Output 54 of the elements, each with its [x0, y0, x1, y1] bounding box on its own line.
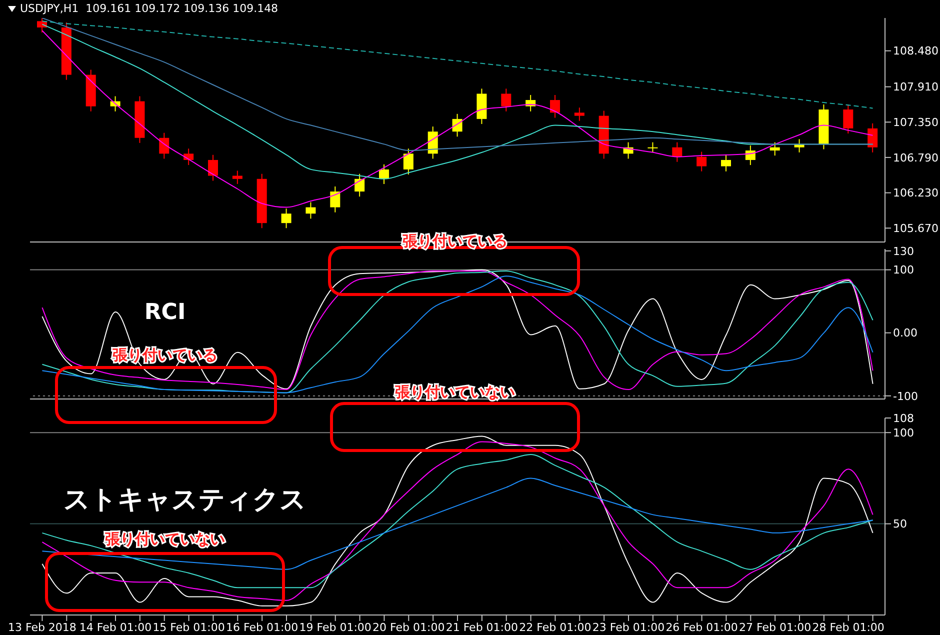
- candlestick: [501, 88, 512, 112]
- chart-title: USDJPY,H1 109.161 109.172 109.136 109.148: [20, 2, 278, 15]
- candlestick: [770, 142, 780, 156]
- candlestick: [208, 154, 218, 182]
- candlestick: [868, 122, 878, 153]
- y-tick-label: 105.670: [893, 222, 938, 236]
- candlestick: [281, 208, 292, 229]
- candlestick: [648, 142, 658, 153]
- x-tick-label: 14 Feb 01:00: [79, 620, 152, 634]
- candlestick: [428, 126, 438, 160]
- candlestick: [379, 164, 389, 184]
- candlestick: [403, 148, 414, 175]
- line-series: [42, 478, 874, 570]
- y-tick-label: -100: [893, 390, 918, 403]
- y-tick-label: 0.00: [893, 326, 918, 340]
- y-tick-label: 130: [893, 244, 914, 258]
- y-tick-label: 108.480: [893, 44, 938, 58]
- candlestick: [550, 94, 560, 118]
- candlestick: [452, 113, 462, 138]
- annotation: 張り付いていない: [395, 383, 515, 402]
- y-tick-label: 50: [893, 518, 907, 531]
- x-tick-label: 22 Feb 01:00: [519, 620, 592, 634]
- x-tick-label: 13 Feb 2018: [8, 620, 76, 634]
- x-tick-label: 28 Feb 01:00: [812, 620, 884, 634]
- y-tick-label: 107.350: [893, 116, 938, 130]
- x-tick-label: 23 Feb 01:00: [592, 620, 665, 634]
- line-series: [42, 454, 874, 588]
- candlestick: [184, 148, 194, 166]
- candlestick: [232, 170, 242, 184]
- y-tick-label: 100: [893, 426, 914, 440]
- x-tick-label: 27 Feb 01:00: [738, 620, 812, 634]
- x-tick-label: 16 Feb 01:00: [226, 620, 298, 634]
- annotation: ストキャスティクス: [64, 484, 306, 517]
- y-tick-label: 107.910: [893, 80, 938, 94]
- x-tick-label: 19 Feb 01:00: [299, 620, 372, 634]
- y-tick-label: 106.790: [893, 151, 938, 164]
- x-tick-label: 21 Feb 01:00: [446, 620, 518, 634]
- candlestick: [696, 151, 707, 172]
- candlestick: [721, 154, 731, 172]
- candlestick: [843, 104, 854, 134]
- x-tick-label: 15 Feb 01:00: [152, 620, 225, 634]
- candlestick: [330, 186, 340, 213]
- candlestick: [672, 142, 682, 162]
- x-tick-label: 26 Feb 01:00: [666, 620, 738, 634]
- y-tick-label: 106.230: [893, 186, 938, 200]
- y-tick-label: 108: [893, 412, 914, 425]
- candlestick: [574, 107, 584, 122]
- y-tick-label: 100: [893, 264, 914, 277]
- candlestick: [306, 202, 316, 220]
- annotation: 張り付いていない: [105, 530, 225, 549]
- x-tick-label: 20 Feb 01:00: [372, 620, 445, 634]
- annotation: RCI: [144, 300, 186, 325]
- candlestick: [159, 132, 170, 160]
- candlestick: [354, 173, 365, 198]
